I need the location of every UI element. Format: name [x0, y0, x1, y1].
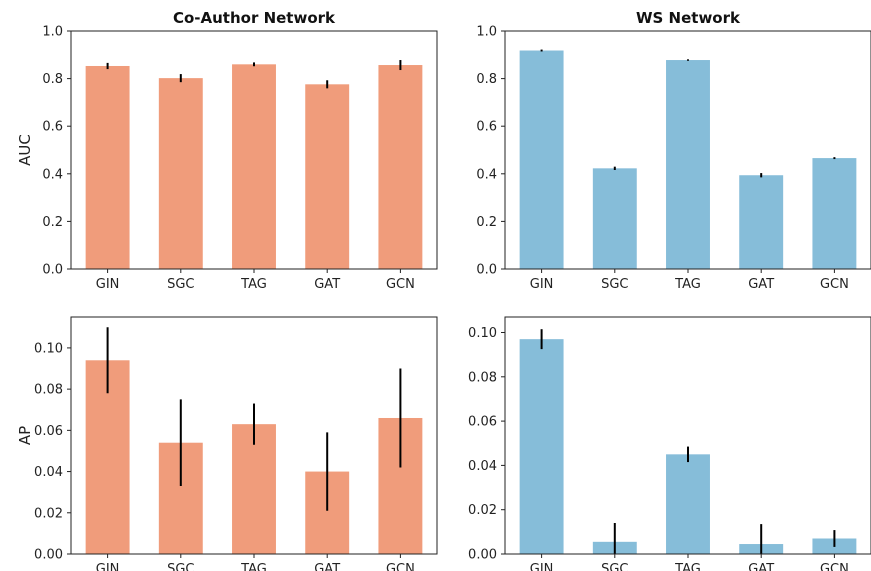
- bar-tag: [232, 424, 276, 554]
- x-tick-label: GCN: [820, 562, 849, 571]
- x-tick-label: TAG: [674, 277, 701, 292]
- bar-gin: [85, 65, 130, 270]
- y-tick-label: 1.0: [42, 25, 63, 40]
- y-tick-label: 0.02: [468, 503, 497, 518]
- x-tick-label: SGC: [167, 562, 194, 571]
- y-tick-label: 0.8: [476, 72, 497, 87]
- x-tick-label: GIN: [96, 277, 120, 292]
- auc-coauthor-panel: GIN SGC TAG GAT GCN 0.0 0.2 0.4 0.6 0.8 1.0 Co-Auth…: [16, 9, 438, 292]
- y-axis-title: AP: [16, 426, 34, 445]
- x-tick-label: SGC: [601, 562, 628, 571]
- y-tick-label: 0.10: [34, 341, 63, 356]
- x-tick-label: SGC: [167, 277, 194, 292]
- axes-frame: [70, 30, 438, 270]
- x-tick-label: GCN: [386, 277, 415, 292]
- y-tick-label: 0.4: [476, 167, 497, 182]
- x-tick-label: GAT: [748, 277, 774, 292]
- axes-frame: [504, 316, 871, 555]
- auc-ws-panel: GIN SGC TAG GAT GCN 0.0 0.2 0.4 0.6 0.8 1.0 WS Netw…: [476, 9, 871, 292]
- ap-ws-panel: GIN SGC TAG GAT GCN 0.00 0.02 0.04 0.06 0.08 0.10: [468, 316, 871, 571]
- x-tick-label: TAG: [240, 562, 267, 571]
- y-tick-label: 0.04: [34, 465, 63, 480]
- y-axis-title: AUC: [16, 134, 34, 166]
- bar-gcn: [812, 158, 857, 269]
- bar-gat: [305, 84, 350, 269]
- ap-coauthor-panel: GIN SGC TAG GAT GCN 0.00 0.02 0.04 0.06 0.08 0.10 A…: [16, 316, 438, 571]
- x-tick-label: GIN: [96, 562, 120, 571]
- bar-sgc: [592, 168, 637, 269]
- x-tick-label: TAG: [240, 277, 267, 292]
- bar-gat: [739, 175, 784, 269]
- axes-frame: [70, 316, 438, 555]
- y-tick-label: 0.06: [468, 415, 497, 430]
- y-tick-label: 0.00: [468, 548, 497, 563]
- y-tick-label: 0.06: [34, 424, 63, 439]
- bar-gcn: [378, 65, 423, 269]
- y-tick-label: 0.04: [468, 459, 497, 474]
- bar-sgc: [158, 78, 203, 270]
- y-tick-label: 0.2: [476, 215, 497, 230]
- x-tick-label: GAT: [314, 277, 340, 292]
- y-tick-label: 0.2: [42, 215, 63, 230]
- y-tick-label: 0.0: [476, 263, 497, 278]
- x-tick-label: GCN: [386, 562, 415, 571]
- y-tick-label: 0.10: [468, 326, 497, 341]
- x-tick-label: SGC: [601, 277, 628, 292]
- bar-tag: [232, 64, 276, 269]
- y-tick-label: 0.08: [34, 383, 63, 398]
- bar-gin: [519, 339, 564, 554]
- y-tick-label: 0.02: [34, 506, 63, 521]
- y-tick-label: 0.6: [476, 120, 497, 135]
- y-tick-label: 0.4: [42, 167, 63, 182]
- x-tick-label: GIN: [530, 562, 554, 571]
- y-tick-label: 0.6: [42, 120, 63, 135]
- x-tick-label: GCN: [820, 277, 849, 292]
- x-tick-label: GAT: [748, 562, 774, 571]
- y-tick-label: 0.0: [42, 263, 63, 278]
- x-tick-label: GIN: [530, 277, 554, 292]
- y-tick-label: 1.0: [476, 25, 497, 40]
- bar-tag: [666, 60, 710, 270]
- bar-tag: [666, 454, 710, 554]
- x-tick-label: GAT: [314, 562, 340, 571]
- y-tick-label: 0.00: [34, 548, 63, 563]
- y-tick-label: 0.08: [468, 370, 497, 385]
- x-tick-label: TAG: [674, 562, 701, 571]
- y-tick-label: 0.8: [42, 72, 63, 87]
- panel-title: Co-Author Network: [173, 9, 336, 27]
- panel-title: WS Network: [636, 9, 741, 27]
- axes-frame: [504, 30, 871, 270]
- bar-gin: [519, 50, 564, 270]
